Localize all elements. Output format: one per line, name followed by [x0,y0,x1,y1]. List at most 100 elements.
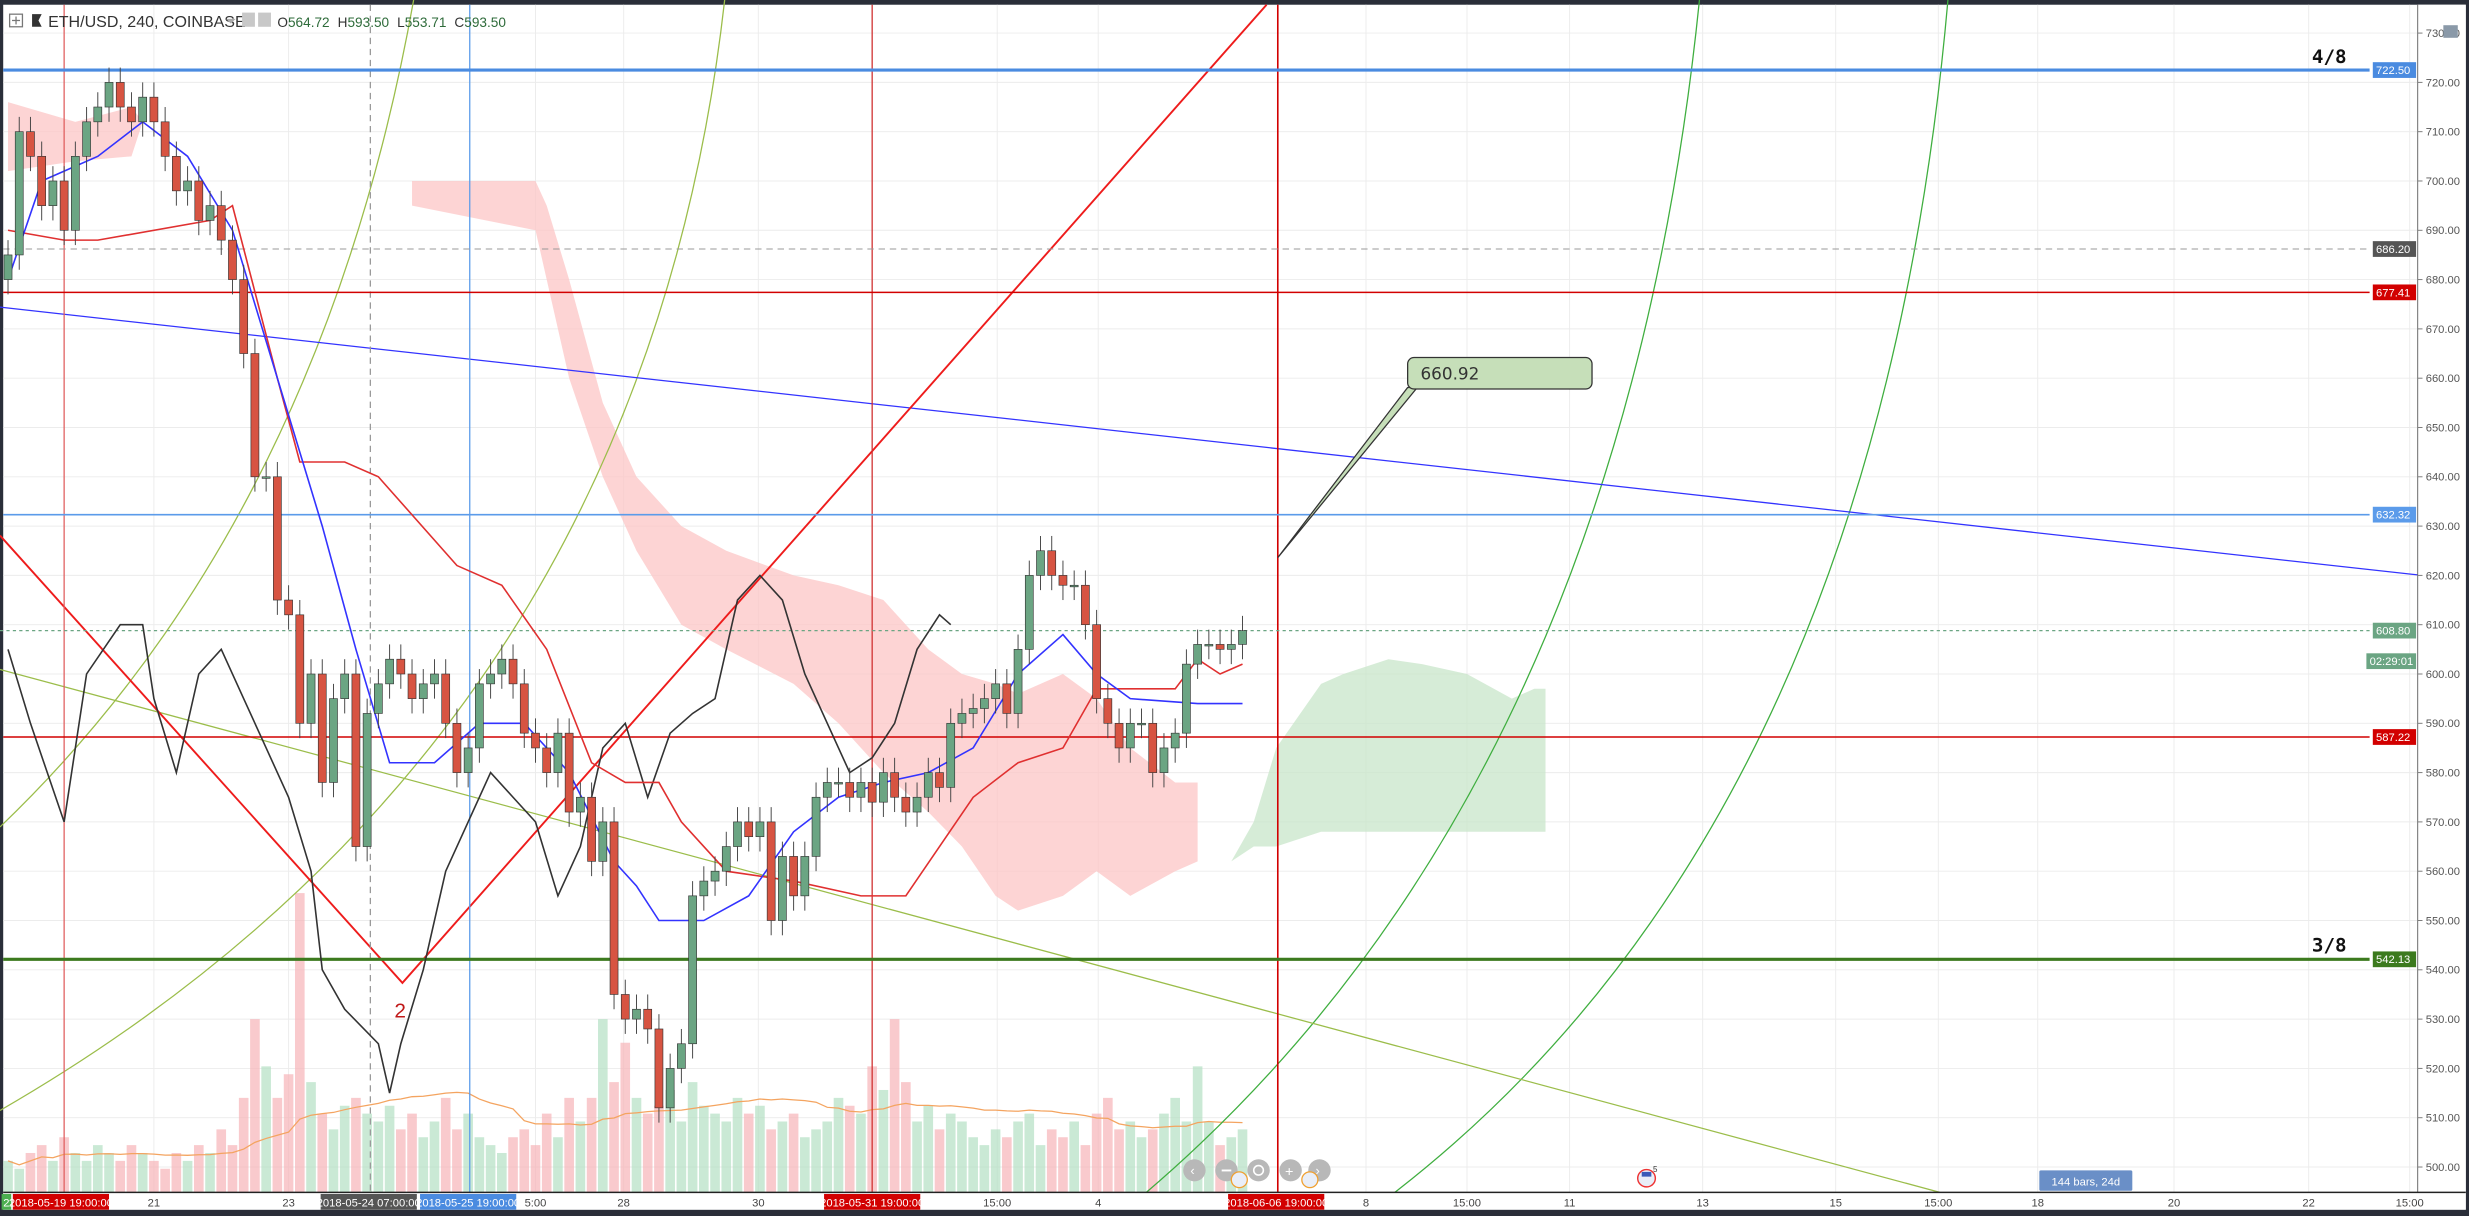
candle-down[interactable] [609,821,619,995]
candle-down[interactable] [654,1028,664,1109]
blue-trendline[interactable] [0,306,2418,576]
candle-down[interactable] [59,180,69,231]
candle-up[interactable] [48,180,58,206]
candle-down[interactable] [531,732,540,749]
candle-up[interactable] [1193,644,1202,665]
candle-down[interactable] [542,747,552,773]
candle-down[interactable] [351,673,361,847]
gann-arc-outer[interactable] [1394,0,1949,1193]
candle-up[interactable] [93,106,103,123]
candle-down[interactable] [620,994,630,1020]
candle-down[interactable] [519,683,529,734]
visibility-icon[interactable] [242,12,255,27]
candle-up[interactable] [463,747,473,773]
candle-down[interactable] [115,82,125,108]
candle-down[interactable] [1215,644,1225,650]
price-tag-l632[interactable] [2372,506,2417,523]
candle-up[interactable] [980,698,989,709]
candle-up[interactable] [755,821,765,838]
candle-down[interactable] [228,239,237,280]
callout-660[interactable]: 660.92 [1277,356,1593,558]
candle-up[interactable] [721,846,731,872]
symbol-dropdown-icon[interactable] [226,18,236,24]
candle-up[interactable] [632,1008,641,1020]
candle-down[interactable] [160,121,170,157]
candle-up[interactable] [1170,732,1180,749]
fib-arc-inner[interactable] [0,0,415,828]
candle-up[interactable] [946,722,956,788]
candle-down[interactable] [845,782,855,798]
candle-up[interactable] [340,673,350,699]
candle-up[interactable] [688,895,697,1045]
candle-up[interactable] [475,683,484,749]
gear-icon[interactable] [258,12,271,27]
candle-down[interactable] [441,673,451,724]
candle-up[interactable] [1036,550,1045,576]
candle-down[interactable] [643,1008,653,1030]
candle-up[interactable] [306,673,316,724]
candle-down[interactable] [564,732,574,813]
candle-down[interactable] [284,599,293,616]
candle-down[interactable] [216,205,226,241]
candle-down[interactable] [407,673,417,699]
candle-up[interactable] [1182,663,1191,734]
candle-up[interactable] [1159,747,1169,773]
symbol-title[interactable]: ETH/USD, 240, COINBASE [48,14,246,31]
candle-up[interactable] [856,782,866,798]
candle-down[interactable] [37,156,47,206]
candle-down[interactable] [508,658,518,685]
price-tag-countdown[interactable] [2366,653,2417,670]
candle-up[interactable] [1238,630,1247,645]
us-event-flag-icon[interactable] [1301,1171,1319,1189]
candle-down[interactable] [26,131,35,157]
candle-down[interactable] [1081,584,1090,626]
candle-down[interactable] [935,772,944,788]
candle-up[interactable] [598,821,608,862]
zoom-in-button[interactable] [1279,1159,1302,1182]
candle-up[interactable] [362,713,372,847]
candle-down[interactable] [127,106,136,123]
price-tag-l542[interactable] [2372,951,2417,968]
candle-up[interactable] [912,796,922,813]
candle-down[interactable] [172,156,181,192]
candle-up[interactable] [699,880,709,897]
candle-up[interactable] [834,782,843,785]
candle-up[interactable] [374,683,383,714]
candle-up[interactable] [576,796,585,813]
candle-down[interactable] [1002,683,1012,714]
candle-up[interactable] [677,1043,686,1069]
candle-down[interactable] [766,821,776,921]
candle-down[interactable] [1058,575,1068,586]
candle-up[interactable] [329,698,338,783]
candle-up[interactable] [1024,575,1034,650]
range-measure-badge[interactable]: 144 bars, 24d [2039,1170,2133,1191]
scroll-left-button[interactable] [1183,1159,1206,1182]
candle-up[interactable] [553,732,563,773]
candle-up[interactable] [710,870,720,882]
candle-up[interactable] [1137,722,1146,726]
candle-down[interactable] [250,353,260,478]
candle-down[interactable] [317,673,327,783]
candle-down[interactable] [1148,722,1158,773]
candle-up[interactable] [733,821,742,847]
candle-up[interactable] [879,772,888,803]
candle-down[interactable] [1092,624,1101,699]
candle-up[interactable] [486,673,495,685]
candle-down[interactable] [295,614,305,724]
candle-up[interactable] [822,782,832,798]
candle-down[interactable] [867,782,877,803]
candle-up[interactable] [800,856,810,897]
candle-up[interactable] [385,658,394,685]
candle-down[interactable] [396,658,406,675]
reset-button[interactable] [1247,1159,1270,1182]
candle-down[interactable] [901,796,911,813]
candle-up[interactable] [1204,644,1214,647]
candle-down[interactable] [789,856,798,897]
candle-up[interactable] [957,713,967,724]
candle-up[interactable] [778,856,787,921]
price-tag-l608[interactable] [2372,622,2417,639]
candle-up[interactable] [1013,649,1023,714]
candle-up[interactable] [1125,722,1135,749]
candle-up[interactable] [1226,644,1236,650]
